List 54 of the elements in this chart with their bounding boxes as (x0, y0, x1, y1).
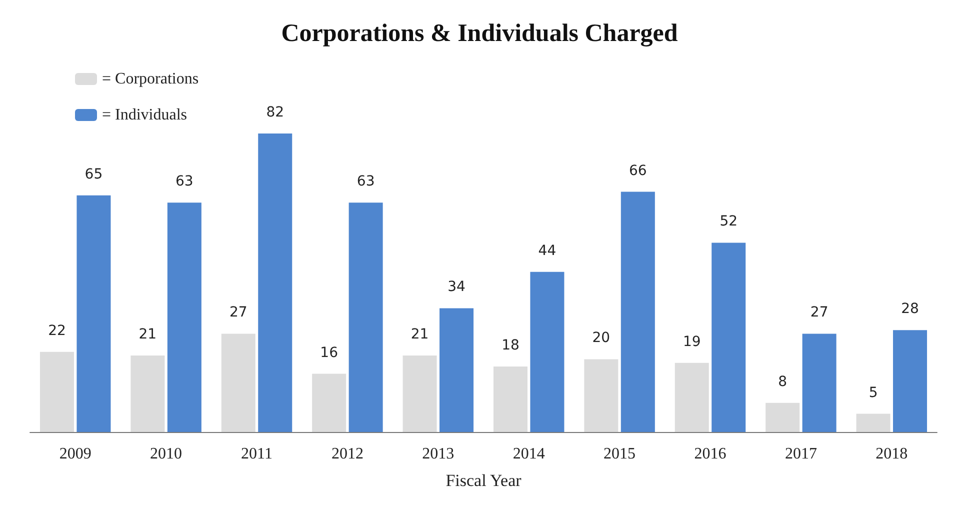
data-label: 63 (356, 174, 375, 190)
x-tick-label: 2010 (150, 446, 182, 462)
bar (766, 402, 800, 432)
chart-title: Corporations & Individuals Charged (281, 20, 678, 47)
x-tick-label: 2018 (876, 446, 908, 462)
legend-label: = Individuals (102, 106, 188, 124)
bar (402, 356, 437, 432)
bar (620, 192, 655, 432)
bar (493, 366, 528, 432)
bar (802, 334, 836, 432)
data-label: 16 (320, 344, 338, 361)
bar (893, 330, 928, 432)
x-axis-title: Fiscal Year (446, 471, 522, 490)
data-label: 52 (720, 214, 738, 230)
data-label: 19 (682, 334, 701, 350)
bar (221, 334, 256, 432)
bar (167, 202, 202, 432)
data-label: 8 (778, 374, 788, 390)
data-label: 22 (48, 322, 66, 339)
data-label: 34 (448, 279, 466, 296)
data-label: 63 (176, 174, 194, 190)
data-label: 21 (410, 326, 429, 343)
x-tick-label: 2013 (422, 446, 454, 462)
data-label: 82 (266, 104, 284, 121)
x-tick-label: 2015 (604, 446, 636, 462)
bar (530, 272, 564, 432)
data-label: 5 (868, 384, 878, 401)
bar (856, 414, 890, 432)
data-label: 65 (84, 166, 103, 182)
x-tick-label: 2017 (784, 446, 817, 462)
bar (40, 352, 74, 432)
bar (712, 242, 746, 432)
data-label: 20 (592, 330, 610, 346)
x-tick-label: 2014 (512, 446, 545, 462)
data-label: 27 (810, 304, 828, 321)
x-tick-label: 2011 (241, 446, 272, 462)
bar (674, 362, 709, 432)
data-label: 27 (229, 304, 248, 321)
data-label: 21 (138, 326, 157, 343)
data-label: 18 (502, 337, 520, 354)
data-label: 44 (538, 242, 556, 259)
bar (130, 356, 165, 432)
bar (348, 202, 383, 432)
x-tick-label: 2009 (59, 446, 92, 462)
bar (312, 374, 346, 432)
legend-label: = Corporations (102, 70, 199, 88)
bar (440, 308, 474, 432)
x-tick-label: 2016 (694, 446, 726, 462)
data-label: 66 (629, 162, 647, 179)
bar (76, 195, 111, 432)
data-label: 28 (901, 301, 919, 318)
bar (258, 134, 292, 432)
bar (584, 359, 618, 432)
x-tick-label: 2012 (331, 446, 364, 462)
